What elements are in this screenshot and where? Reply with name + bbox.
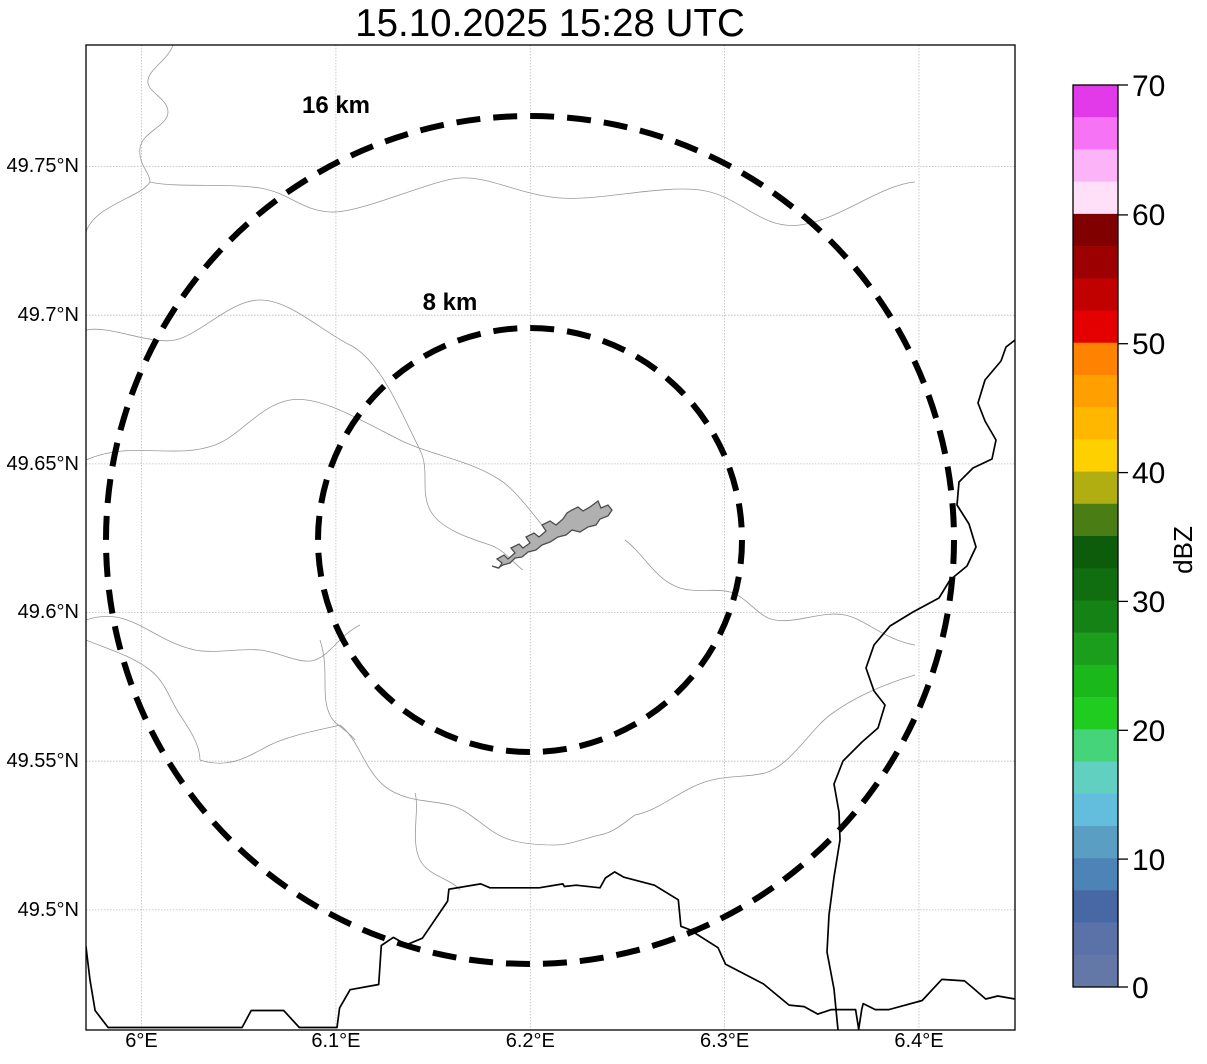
svg-text:30: 30 [1132, 586, 1165, 619]
svg-text:40: 40 [1132, 457, 1165, 490]
svg-text:16 km: 16 km [302, 92, 370, 119]
svg-text:6.2°E: 6.2°E [506, 1030, 555, 1052]
svg-text:6.3°E: 6.3°E [700, 1030, 749, 1052]
svg-text:6°E: 6°E [125, 1030, 157, 1052]
svg-text:50: 50 [1132, 328, 1165, 361]
svg-text:8 km: 8 km [423, 289, 478, 316]
svg-text:49.65°N: 49.65°N [7, 453, 80, 475]
svg-text:49.6°N: 49.6°N [18, 601, 79, 623]
svg-text:15.10.2025 15:28 UTC: 15.10.2025 15:28 UTC [355, 2, 745, 45]
svg-text:49.5°N: 49.5°N [18, 899, 79, 921]
svg-text:60: 60 [1132, 199, 1165, 232]
svg-text:dBZ: dBZ [1168, 526, 1198, 574]
svg-text:6.1°E: 6.1°E [311, 1030, 360, 1052]
svg-text:6.4°E: 6.4°E [894, 1030, 943, 1052]
svg-text:70: 70 [1132, 70, 1165, 103]
svg-text:10: 10 [1132, 844, 1165, 877]
svg-text:49.7°N: 49.7°N [18, 304, 79, 326]
svg-text:0: 0 [1132, 972, 1149, 1005]
svg-text:49.55°N: 49.55°N [7, 750, 80, 772]
svg-text:20: 20 [1132, 715, 1165, 748]
svg-text:49.75°N: 49.75°N [7, 155, 80, 177]
